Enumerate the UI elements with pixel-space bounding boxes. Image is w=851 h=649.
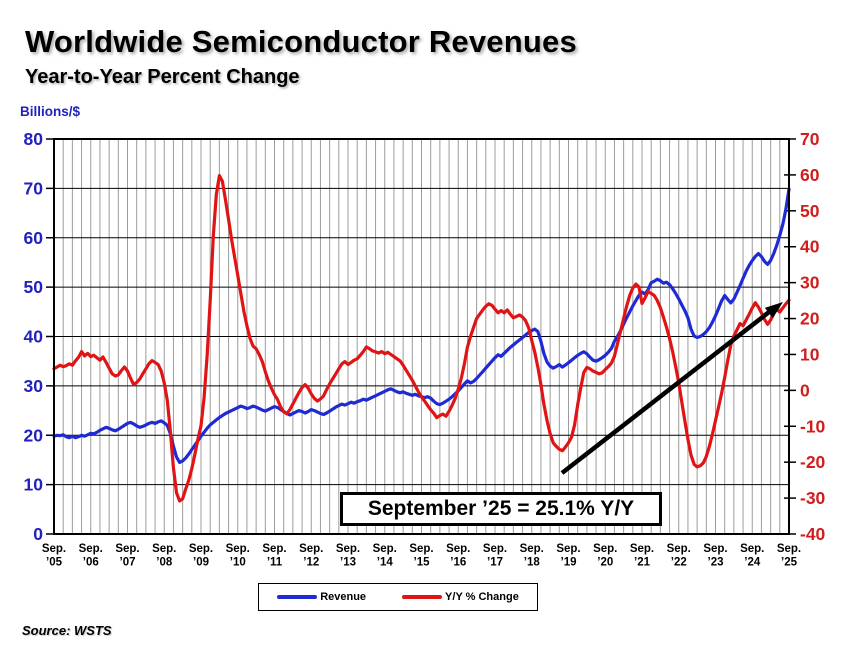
x-axis-tick-year: ’14	[377, 557, 394, 569]
yoy-line-swatch	[402, 595, 443, 599]
x-axis-tick-year: ’21	[634, 557, 651, 569]
x-axis-tick-month: Sep.	[630, 543, 654, 555]
x-axis-tick-year: ’12	[303, 557, 319, 569]
right-axis-tick-label: -40	[800, 524, 826, 544]
legend-item-revenue: Revenue	[277, 591, 366, 603]
x-axis-tick-month: Sep.	[373, 543, 397, 555]
x-axis-tick-month: Sep.	[152, 543, 176, 555]
x-axis-tick-year: ’09	[193, 557, 209, 569]
plot-frame	[53, 138, 790, 535]
left-axis-tick-label: 0	[33, 524, 43, 544]
x-axis-tick-month: Sep.	[299, 543, 323, 555]
legend: Revenue Y/Y % Change	[258, 583, 538, 611]
right-axis-tick-label: 10	[800, 344, 820, 364]
x-axis-tick-month: Sep.	[593, 543, 617, 555]
x-axis-tick-year: ’22	[671, 557, 687, 569]
left-axis-tick-label: 60	[24, 228, 44, 248]
x-axis-tick-year: ’17	[487, 557, 503, 569]
x-axis-tick-year: ’25	[781, 557, 798, 569]
x-axis-tick-year: ’16	[450, 557, 466, 569]
x-axis-tick-month: Sep.	[336, 543, 360, 555]
annotation-arrowhead	[764, 302, 783, 319]
x-axis-tick-month: Sep.	[520, 543, 544, 555]
x-axis-tick-month: Sep.	[740, 543, 764, 555]
left-axis-tick-label: 50	[24, 277, 44, 297]
source-label: Source: WSTS	[22, 623, 112, 638]
yoy-change-line	[52, 174, 791, 503]
left-axis-tick-label: 10	[24, 475, 44, 495]
x-axis-tick-month: Sep.	[703, 543, 727, 555]
x-axis-tick-year: ’20	[597, 557, 613, 569]
right-axis-tick-label: 60	[800, 165, 820, 185]
right-axis-tick-label: 20	[800, 309, 820, 329]
x-axis-tick-month: Sep.	[42, 543, 66, 555]
legend-label-yoy: Y/Y % Change	[445, 591, 519, 603]
x-axis-tick-month: Sep.	[262, 543, 286, 555]
x-axis-tick-year: ’07	[120, 557, 136, 569]
right-axis-tick-label: 70	[800, 129, 820, 149]
right-axis-tick-label: -10	[800, 416, 826, 436]
page-title: Worldwide Semiconductor Revenues	[25, 24, 577, 59]
right-axis-tick-label: 50	[800, 201, 820, 221]
legend-label-revenue: Revenue	[320, 591, 367, 603]
x-axis-tick-year: ’24	[744, 557, 761, 569]
x-axis-tick-month: Sep.	[667, 543, 691, 555]
x-axis-tick-month: Sep.	[79, 543, 103, 555]
right-axis-tick-label: 30	[800, 273, 820, 293]
x-axis-tick-month: Sep.	[446, 543, 470, 555]
x-axis-tick-year: ’10	[230, 557, 246, 569]
revenue-line-swatch	[277, 595, 318, 599]
right-axis-tick-label: 0	[800, 380, 810, 400]
x-axis-tick-year: ’19	[561, 557, 577, 569]
right-axis-tick-label: 40	[800, 237, 820, 257]
right-axis-tick-label: -30	[800, 488, 826, 508]
x-axis-tick-month: Sep.	[226, 543, 250, 555]
legend-item-yoy: Y/Y % Change	[402, 591, 519, 603]
x-axis-tick-year: ’23	[708, 557, 724, 569]
x-axis-tick-year: ’08	[156, 557, 173, 569]
left-axis-tick-label: 30	[24, 376, 44, 396]
annotation-arrow	[560, 308, 773, 475]
x-axis-tick-month: Sep.	[115, 543, 139, 555]
x-axis-tick-month: Sep.	[189, 543, 213, 555]
left-axis-tick-label: 20	[24, 425, 44, 445]
x-axis-tick-month: Sep.	[483, 543, 507, 555]
right-axis-tick-label: -20	[800, 452, 826, 472]
annotation-callout: September ’25 = 25.1% Y/Y	[340, 492, 662, 526]
left-axis-tick-label: 70	[24, 178, 44, 198]
x-axis-tick-month: Sep.	[556, 543, 580, 555]
left-axis-tick-label: 40	[24, 327, 44, 347]
x-axis-tick-year: ’13	[340, 557, 356, 569]
left-axis-tick-label: 80	[24, 129, 44, 149]
x-axis-tick-year: ’18	[524, 557, 541, 569]
x-axis-tick-year: ’05	[46, 557, 63, 569]
x-axis-tick-year: ’11	[267, 557, 283, 569]
page-subtitle: Year-to-Year Percent Change	[25, 66, 300, 88]
x-axis-tick-month: Sep.	[409, 543, 433, 555]
x-axis-tick-month: Sep.	[777, 543, 801, 555]
annotation-text: September ’25 = 25.1% Y/Y	[367, 497, 635, 520]
x-axis-tick-year: ’06	[83, 557, 99, 569]
left-axis-unit-label: Billions/$	[20, 104, 81, 119]
x-axis-tick-year: ’15	[414, 557, 431, 569]
